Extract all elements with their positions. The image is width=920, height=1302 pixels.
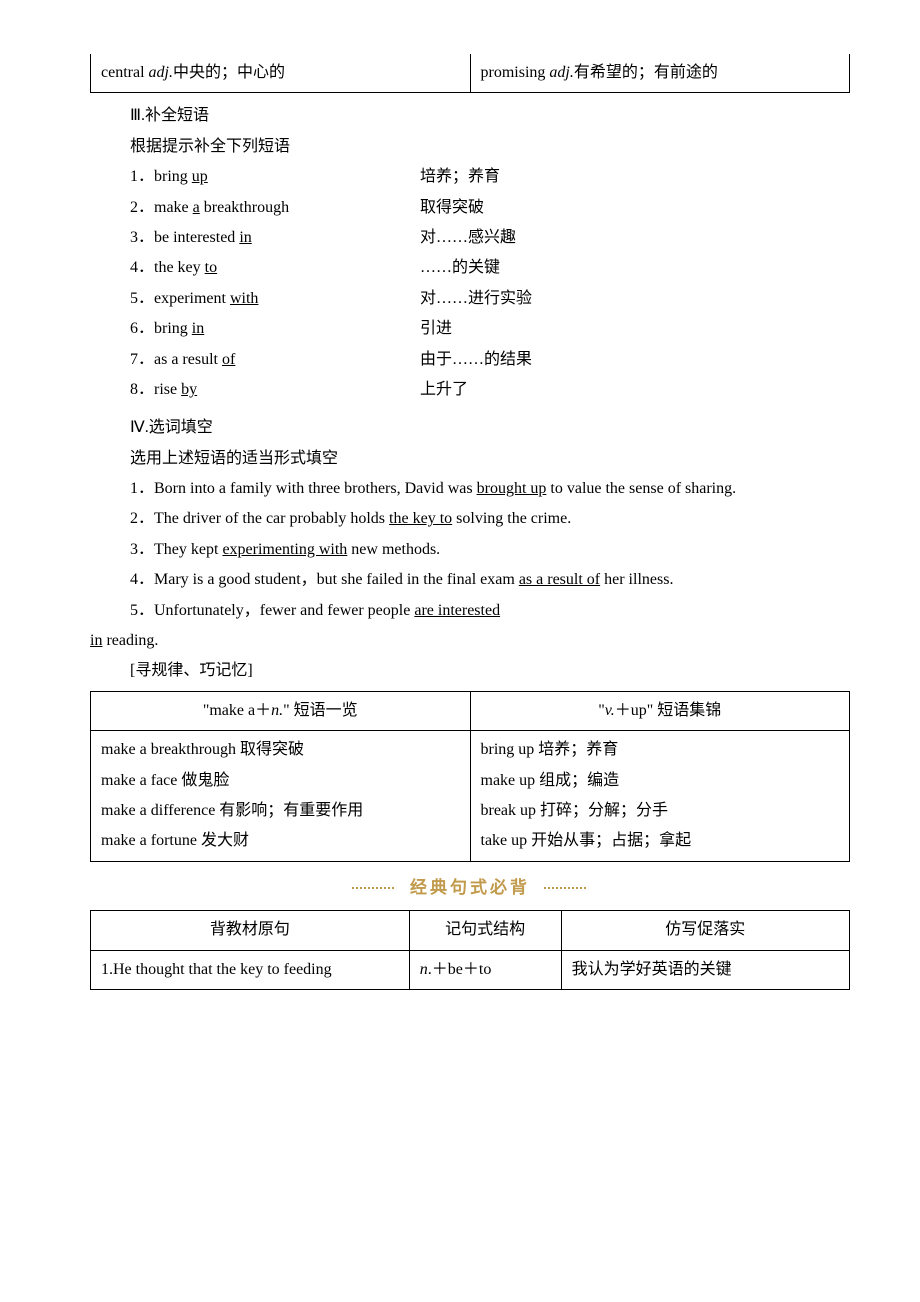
phrase-left: 1．bring up xyxy=(130,162,420,192)
phrase-row: 3．be interested in对……感兴趣 xyxy=(130,223,850,253)
st-cell-1: 1.He thought that the key to feeding xyxy=(91,950,410,989)
phrase-right: 取得突破 xyxy=(420,193,850,223)
top-partial-table: central adj.中央的；中心的 promising adj.有希望的；有… xyxy=(90,54,850,93)
phrase-row: 4．the key to……的关键 xyxy=(130,253,850,283)
rule-cell-right: bring up 培养；养育make up 组成；编造break up 打碎；分… xyxy=(470,731,850,862)
phrase-left: 2．make a breakthrough xyxy=(130,193,420,223)
phrase-row: 5．experiment with对……进行实验 xyxy=(130,284,850,314)
section-4-title: Ⅳ.选词填空 xyxy=(130,413,850,443)
banner-text: 经典句式必背 xyxy=(396,872,544,904)
rule-line-right: make up 组成；编造 xyxy=(481,766,840,796)
rule-line-right: break up 打碎；分解；分手 xyxy=(481,796,840,826)
phrase-left: 7．as a result of xyxy=(130,345,420,375)
phrase-left: 4．the key to xyxy=(130,253,420,283)
top-right-cell: promising adj.有希望的；有前途的 xyxy=(470,54,850,93)
section-banner: 经典句式必背 xyxy=(90,872,850,904)
sentence-table: 背教材原句 记句式结构 仿写促落实 1.He thought that the … xyxy=(90,910,850,990)
fill-item: 1．Born into a family with three brothers… xyxy=(90,474,850,504)
section-4-sub: 选用上述短语的适当形式填空 xyxy=(130,444,850,474)
rule-line-left: make a breakthrough 取得突破 xyxy=(101,735,460,765)
rule-cell-left: make a breakthrough 取得突破make a face 做鬼脸m… xyxy=(91,731,471,862)
rule-line-left: make a difference 有影响；有重要作用 xyxy=(101,796,460,826)
phrase-row: 8．rise by上升了 xyxy=(130,375,850,405)
phrase-right: 对……进行实验 xyxy=(420,284,850,314)
st-cell-3: 我认为学好英语的关键 xyxy=(561,950,849,989)
phrase-right: 培养；养育 xyxy=(420,162,850,192)
section-3-sub: 根据提示补全下列短语 xyxy=(130,132,850,162)
phrase-row: 6．bring in引进 xyxy=(130,314,850,344)
phrase-left: 8．rise by xyxy=(130,375,420,405)
phrase-right: 上升了 xyxy=(420,375,850,405)
phrase-row: 7．as a result of由于……的结果 xyxy=(130,345,850,375)
phrase-left: 6．bring in xyxy=(130,314,420,344)
phrase-left: 5．experiment with xyxy=(130,284,420,314)
phrase-row: 1．bring up培养；养育 xyxy=(130,162,850,192)
st-header-3: 仿写促落实 xyxy=(561,911,849,950)
rule-line-right: bring up 培养；养育 xyxy=(481,735,840,765)
phrase-list: 1．bring up培养；养育2．make a breakthrough取得突破… xyxy=(90,162,850,405)
rule-line-left: make a fortune 发大财 xyxy=(101,826,460,856)
st-header-1: 背教材原句 xyxy=(91,911,410,950)
rule-line-right: take up 开始从事；占据；拿起 xyxy=(481,826,840,856)
section-3-title: Ⅲ.补全短语 xyxy=(130,101,850,131)
phrase-left: 3．be interested in xyxy=(130,223,420,253)
fill-blank-list: 1．Born into a family with three brothers… xyxy=(90,474,850,656)
phrase-right: ……的关键 xyxy=(420,253,850,283)
fill-item: 3．They kept experimenting with new metho… xyxy=(90,535,850,565)
top-left-cell: central adj.中央的；中心的 xyxy=(91,54,471,93)
phrase-right: 对……感兴趣 xyxy=(420,223,850,253)
fill-item: in reading. xyxy=(90,626,850,656)
phrase-row: 2．make a breakthrough取得突破 xyxy=(130,193,850,223)
rule-header-left: "make a＋n." 短语一览 xyxy=(91,691,471,730)
phrase-right: 引进 xyxy=(420,314,850,344)
fill-item: 4．Mary is a good student，but she failed … xyxy=(90,565,850,595)
rule-table: "make a＋n." 短语一览 "v.＋up" 短语集锦 make a bre… xyxy=(90,691,850,862)
fill-item: 2．The driver of the car probably holds t… xyxy=(90,504,850,534)
rule-header-right: "v.＋up" 短语集锦 xyxy=(470,691,850,730)
phrase-right: 由于……的结果 xyxy=(420,345,850,375)
rule-line-left: make a face 做鬼脸 xyxy=(101,766,460,796)
fill-item: 5．Unfortunately，fewer and fewer people a… xyxy=(90,596,850,626)
st-header-2: 记句式结构 xyxy=(409,911,561,950)
rule-title: [寻规律、巧记忆] xyxy=(90,656,850,686)
st-cell-2: n.＋be＋to xyxy=(409,950,561,989)
